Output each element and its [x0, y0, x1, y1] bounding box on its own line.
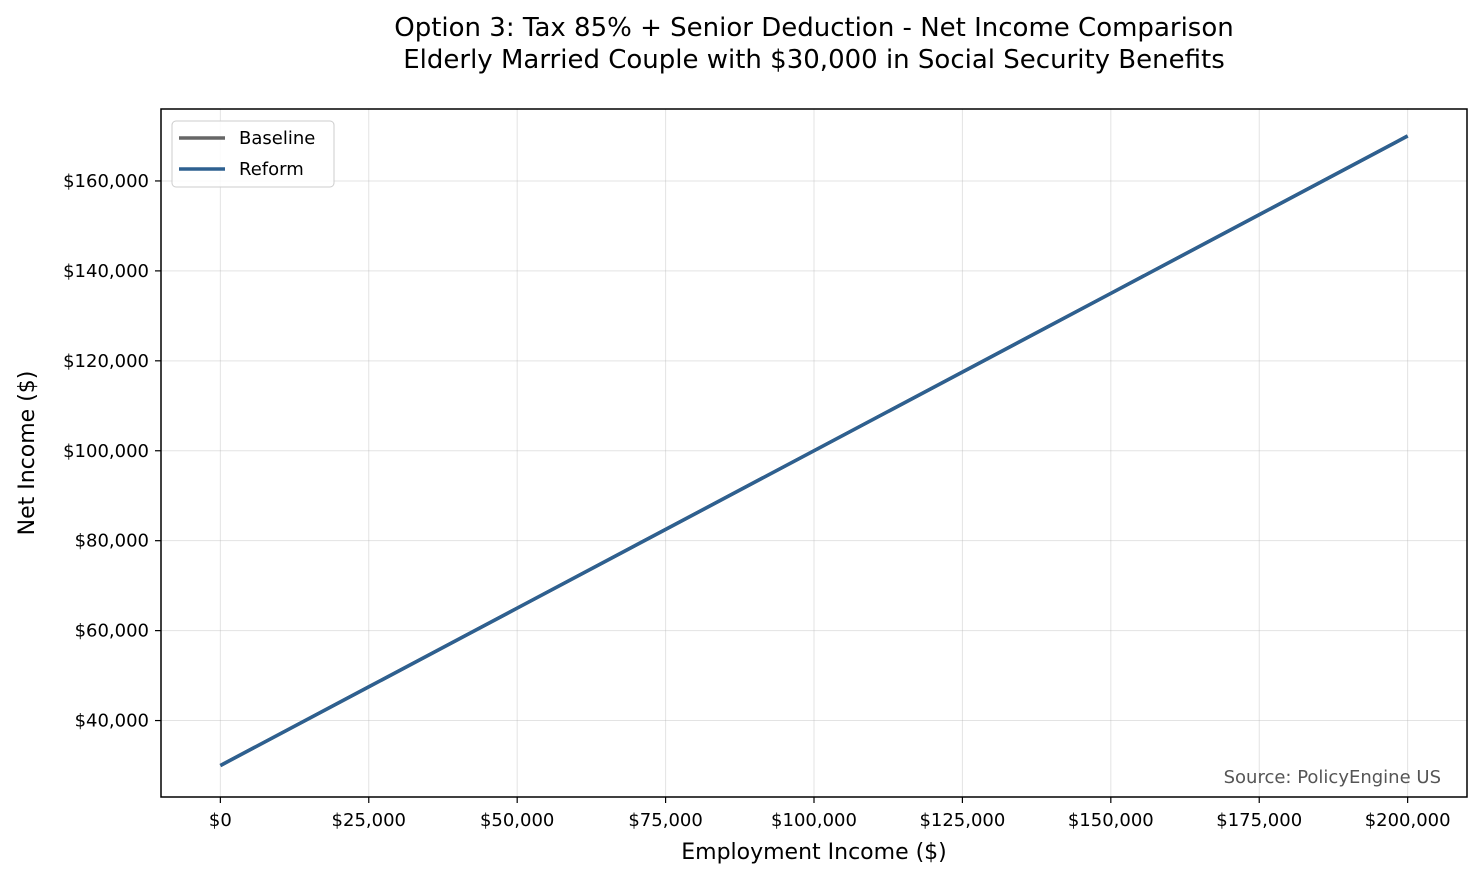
legend-entries: Baseline Reform: [179, 128, 315, 180]
y-tick-label: $120,000: [63, 351, 149, 372]
y-tick-label: $140,000: [63, 261, 149, 282]
x-tick-label: $150,000: [1068, 810, 1154, 831]
y-tick-label: $100,000: [63, 441, 149, 462]
x-tick-label: $200,000: [1365, 810, 1451, 831]
y-tick-label: $40,000: [75, 711, 149, 732]
legend-label-reform: Reform: [239, 159, 304, 180]
x-axis-ticks: $0 $25,000 $50,000 $75,000 $100,000 $125,000 $…: [209, 797, 1451, 831]
y-tick-label: $80,000: [75, 531, 149, 552]
legend-label-baseline: Baseline: [239, 128, 315, 149]
x-axis-label: Employment Income ($): [681, 840, 947, 865]
chart-subtitle: Elderly Married Couple with $30,000 in S…: [403, 45, 1225, 75]
x-tick-label: $175,000: [1216, 810, 1302, 831]
x-tick-label: $75,000: [628, 810, 702, 831]
x-tick-label: $125,000: [919, 810, 1005, 831]
series-line-reform: [219, 134, 1409, 768]
source-annotation: Source: PolicyEngine US: [1224, 767, 1441, 788]
x-tick-label: $25,000: [332, 810, 406, 831]
chart-title: Option 3: Tax 85% + Senior Deduction - N…: [394, 13, 1233, 43]
series-lines: [219, 134, 1409, 768]
legend: Baseline Reform: [171, 120, 335, 188]
x-tick-label: $50,000: [480, 810, 554, 831]
y-axis-label: Net Income ($): [15, 371, 40, 536]
x-tick-label: $0: [209, 810, 232, 831]
x-tick-label: $100,000: [771, 810, 857, 831]
y-tick-label: $60,000: [75, 621, 149, 642]
y-axis-ticks: $40,000 $60,000 $80,000 $100,000 $120,000 $14…: [63, 171, 161, 732]
y-tick-label: $160,000: [63, 171, 149, 192]
